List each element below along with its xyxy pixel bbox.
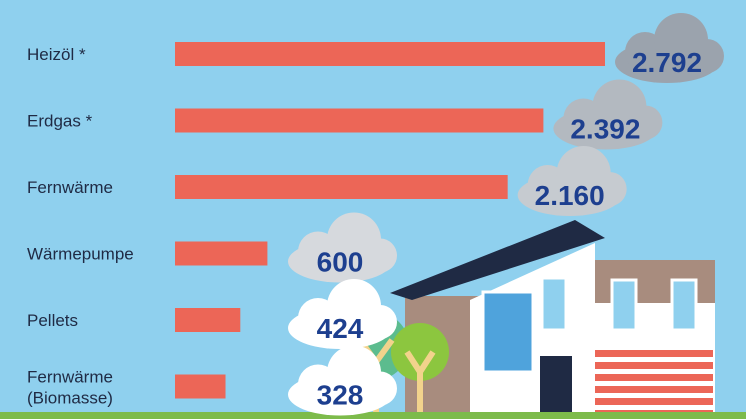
category-label: Wärmepumpe — [27, 245, 134, 264]
category-label-line: (Biomasse) — [27, 389, 113, 408]
cloud-shape — [363, 371, 397, 406]
window — [540, 276, 568, 332]
cloud-shape — [363, 238, 397, 273]
bar — [175, 175, 508, 199]
bar — [175, 42, 605, 66]
cloud-shape — [628, 105, 663, 140]
category-label-line: Heizöl * — [27, 45, 86, 64]
value-label: 2.392 — [570, 114, 640, 145]
bar — [175, 374, 226, 399]
value-label: 2.160 — [535, 180, 605, 211]
door — [540, 356, 572, 419]
value-cloud: 2.392 — [553, 79, 663, 150]
value-label: 328 — [317, 380, 364, 411]
window — [481, 290, 535, 374]
category-label: Heizöl * — [27, 45, 86, 64]
category-label: Fernwärme (Biomasse) — [27, 368, 113, 408]
tree-trunk — [404, 350, 436, 419]
value-cloud: 424 — [288, 279, 397, 349]
category-label-line: Fernwärme — [27, 368, 113, 387]
bar — [175, 108, 544, 133]
category-label: Erdgas * — [27, 112, 93, 131]
category-label-line: Wärmepumpe — [27, 245, 134, 264]
value-label: 424 — [317, 313, 364, 344]
category-label-line: Fernwärme — [27, 178, 113, 197]
tree-crown — [391, 323, 449, 381]
bars-layer — [175, 42, 605, 399]
clouds-layer: 2.792 2.392 2.160 600 424 328 — [288, 13, 724, 416]
value-cloud: 600 — [288, 212, 397, 283]
category-labels: Heizöl * Erdgas * Fernwärme Wärmepumpe Pelle… — [27, 45, 134, 408]
cloud-shape — [363, 305, 397, 339]
bar — [175, 241, 268, 266]
category-label: Pellets — [27, 311, 78, 330]
house-illustration — [390, 220, 715, 419]
grass — [0, 412, 746, 419]
window — [610, 278, 638, 332]
value-label: 2.792 — [632, 47, 702, 78]
window — [670, 278, 698, 332]
bar — [175, 308, 241, 332]
value-cloud: 2.792 — [615, 13, 724, 83]
house-roof — [390, 220, 605, 300]
cloud-shape — [690, 39, 724, 73]
category-label-line: Pellets — [27, 311, 78, 330]
value-label: 600 — [317, 247, 364, 278]
value-cloud: 2.160 — [517, 146, 627, 216]
garage-door — [592, 346, 715, 419]
category-label-line: Erdgas * — [27, 112, 93, 131]
category-label: Fernwärme — [27, 178, 113, 197]
value-cloud: 328 — [288, 345, 397, 416]
cloud-shape — [592, 172, 627, 206]
